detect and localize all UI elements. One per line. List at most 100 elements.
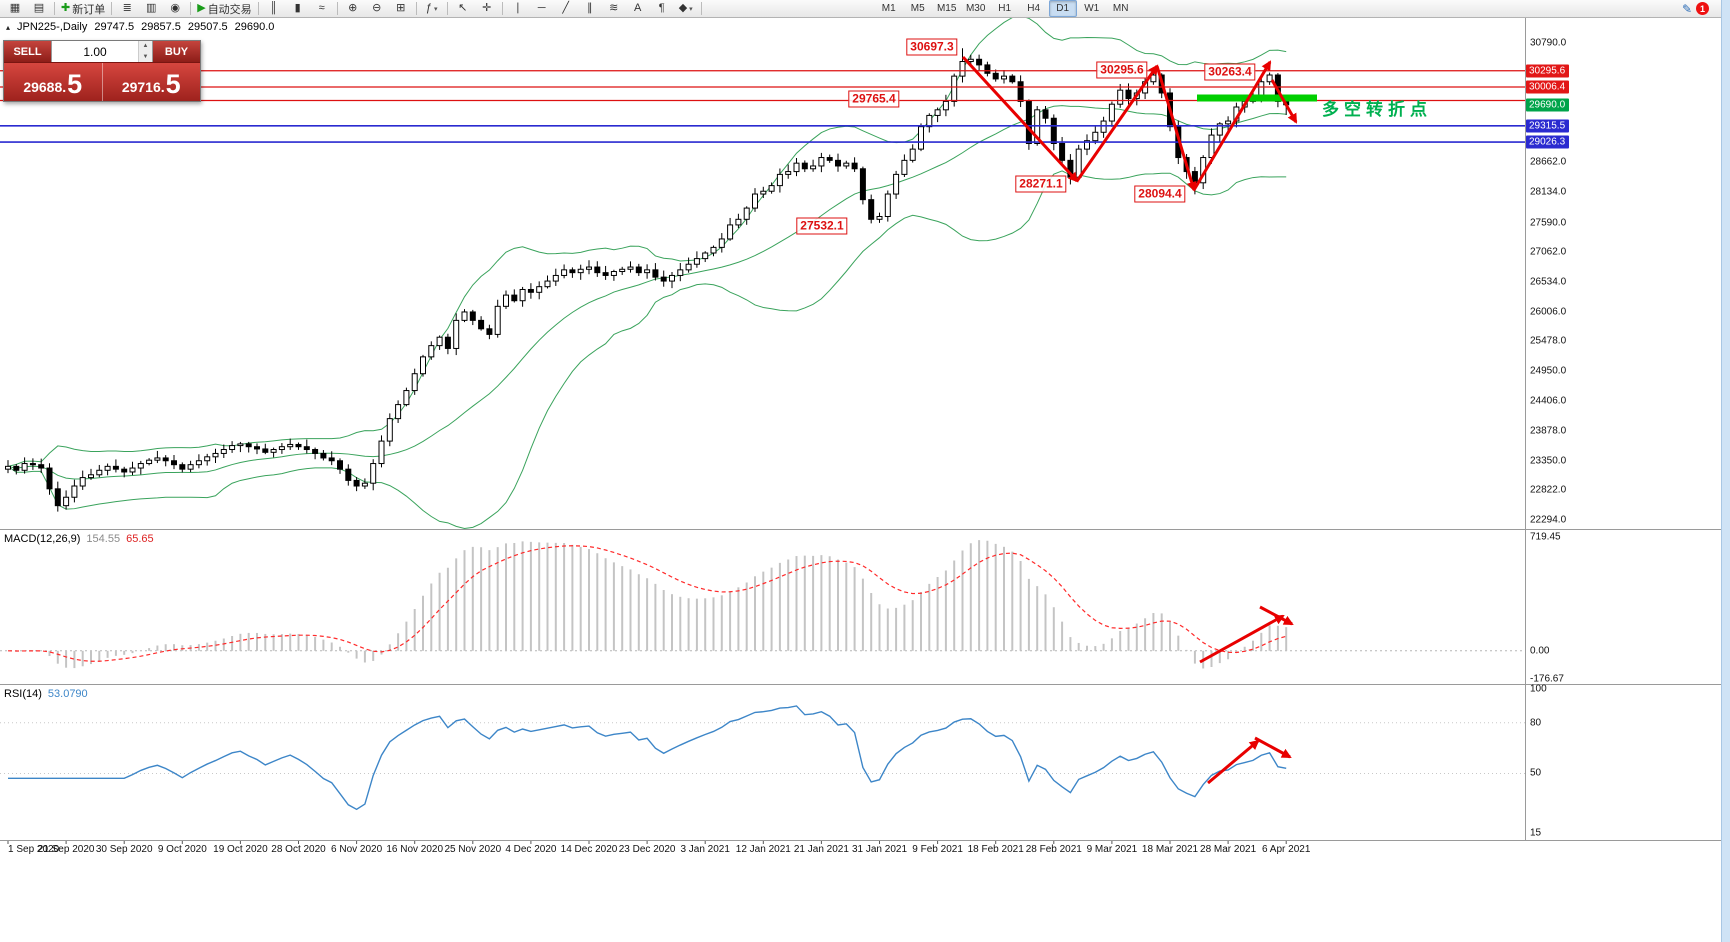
timeframe-H1[interactable]: H1 (998, 3, 1012, 14)
price-annotation-tag[interactable]: 30697.3 (906, 38, 958, 56)
sell-price[interactable]: 29688. 5 (4, 63, 103, 101)
price-axis-label: 23350.0 (1530, 455, 1567, 467)
timeframe-M5[interactable]: M5 (910, 3, 925, 14)
price-annotation-tag[interactable]: 29765.4 (848, 90, 900, 108)
toolbar-indicators-button[interactable]: ƒ ▾ (420, 0, 444, 18)
vertical-line-icon: ∣ (514, 2, 521, 14)
line-chart-icon: ≈ (318, 2, 325, 14)
toolbar-cursor-button[interactable]: ↖ (451, 0, 475, 18)
ohlc-low: 29507.5 (187, 21, 228, 33)
volume-increase-icon[interactable]: ▲ (139, 41, 152, 52)
toolbar-text-button[interactable]: A (626, 0, 650, 18)
toolbar-separator (257, 2, 259, 15)
toolbar-new-order-button[interactable]: ✚ 新订单 (58, 0, 108, 18)
timeframe-D1[interactable]: D1 (1048, 0, 1077, 17)
buy-price[interactable]: 29716. 5 (103, 63, 201, 101)
toolbar: ▦ ▤ ✚ 新订单 ≣ ▥ ◉ ▶ 自动交易 ║ ▮ ≈ ⊕ ⊖ ⊞ ƒ ▾ ↖ ✛ ∣ ─ ╱ ∥ ≋ A ¶ ◆ ▾ M1 M5 M1… (0, 0, 1722, 18)
toolbar-alerts-button[interactable]: ◉ (163, 0, 187, 18)
toolbar-separator (336, 2, 338, 15)
rsi-axis-label: 15 (1530, 827, 1542, 839)
toolbar-vertical-line-button[interactable]: ∣ (506, 0, 530, 18)
ohlc-close: 29690.0 (234, 21, 275, 33)
sell-button[interactable]: SELL (4, 41, 51, 62)
volume-input[interactable] (52, 41, 138, 62)
ohlc-header: ▴ JPN225-,Daily 29747.5 29857.5 29507.5 … (6, 21, 274, 33)
time-axis-label: 25 Nov 2020 (444, 844, 502, 855)
toolbar-zoom-in-button[interactable]: ⊕ (341, 0, 365, 18)
toolbar-fibonacci-button[interactable]: ≋ (602, 0, 626, 18)
price-axis-label: 28134.0 (1530, 186, 1567, 198)
autotrading-label: 自动交易 (207, 3, 252, 16)
panel-collapse-icon[interactable]: ▴ (6, 22, 11, 32)
time-axis-label: 30 Sep 2020 (95, 844, 153, 855)
price-axis-label: 28662.0 (1530, 156, 1567, 168)
toolbar-profiles-button[interactable]: ▤ (27, 0, 51, 18)
toolbar-bar-chart-button[interactable]: ║ (262, 0, 286, 18)
notification-badge[interactable]: 1 (1696, 2, 1709, 15)
price-axis-label: 24406.0 (1530, 395, 1567, 407)
toolbar-market-watch-button[interactable]: ≣ (115, 0, 139, 18)
toolbar-separator (415, 2, 417, 15)
new-order-label: 新订单 (72, 3, 106, 16)
toolbar-shapes-button[interactable]: ◆ ▾ (674, 0, 698, 18)
new-chart-icon: ▦ (9, 2, 21, 14)
toolbar-horizontal-line-button[interactable]: ─ (530, 0, 554, 18)
timeframe-MN[interactable]: MN (1112, 3, 1129, 14)
price-annotation-tag[interactable]: 30295.6 (1096, 61, 1148, 79)
time-axis-label: 21 Sep 2020 (37, 844, 95, 855)
price-annotation-tag[interactable]: 27532.1 (796, 217, 848, 235)
price-axis-label: 27062.0 (1530, 246, 1567, 258)
timeframe-M30[interactable]: M30 (965, 3, 986, 14)
toolbar-text-label-button[interactable]: ¶ (650, 0, 674, 18)
toolbar-data-window-button[interactable]: ▥ (139, 0, 163, 18)
toolbar-crosshair-button[interactable]: ✛ (475, 0, 499, 18)
text-icon: A (634, 2, 642, 14)
toolbar-autotrading-button[interactable]: ▶ 自动交易 (194, 0, 254, 18)
price-axis-label: 30790.0 (1530, 37, 1567, 49)
price-axis-label: 25478.0 (1530, 335, 1567, 347)
price-annotation-tag[interactable]: 30263.4 (1204, 63, 1256, 81)
volume-decrease-icon[interactable]: ▼ (139, 51, 152, 62)
shapes-dropdown-icon: ▾ (689, 5, 693, 13)
toolbar-new-chart-button[interactable]: ▦ (3, 0, 27, 18)
price-axis-label: 23878.0 (1530, 425, 1567, 437)
toolbar-separator (700, 2, 702, 15)
timeframe-M15[interactable]: M15 (936, 3, 957, 14)
vertical-scrollbar[interactable] (1721, 0, 1730, 942)
toolbar-separator (446, 2, 448, 15)
price-annotation-tag[interactable]: 28094.4 (1134, 185, 1186, 203)
time-axis-label: 21 Jan 2021 (793, 844, 849, 855)
time-axis-label: 9 Oct 2020 (157, 844, 207, 855)
price-annotation-tag[interactable]: 28271.1 (1015, 175, 1067, 193)
toolbar-trendline-button[interactable]: ╱ (554, 0, 578, 18)
toolbar-equidistant-channel-button[interactable]: ∥ (578, 0, 602, 18)
panel-resize-handle-macd[interactable] (0, 527, 1730, 532)
toolbar-line-chart-button[interactable]: ≈ (310, 0, 334, 18)
equidistant-channel-icon: ∥ (586, 2, 593, 14)
timeframe-H4[interactable]: H4 (1027, 3, 1041, 14)
buy-button[interactable]: BUY (153, 41, 200, 62)
horizontal-line-icon: ─ (537, 2, 546, 14)
symbol-period: JPN225-,Daily (17, 21, 88, 33)
price-axis-badge: 29315.5 (1526, 119, 1570, 133)
toolbar-buttons: ▦ ▤ ✚ 新订单 ≣ ▥ ◉ ▶ 自动交易 ║ ▮ ≈ ⊕ ⊖ ⊞ ƒ ▾ ↖ ✛ ∣ ─ ╱ ∥ ≋ A ¶ ◆ ▾ (3, 0, 705, 18)
toolbar-arrange-windows-button[interactable]: ⊞ (389, 0, 413, 18)
price-axis-badge: 30006.4 (1526, 80, 1570, 94)
toolbar-candlestick-chart-button[interactable]: ▮ (286, 0, 310, 18)
candlestick-chart-icon: ▮ (294, 2, 301, 14)
panel-resize-handle-rsi[interactable] (0, 682, 1730, 687)
timeframe-W1[interactable]: W1 (1084, 3, 1100, 14)
timeframe-M1[interactable]: M1 (881, 3, 896, 14)
time-axis-label: 9 Mar 2021 (1086, 844, 1138, 855)
toolbar-zoom-out-button[interactable]: ⊖ (365, 0, 389, 18)
shapes-icon: ◆ (678, 2, 688, 14)
ohlc-high: 29857.5 (141, 21, 181, 33)
draw-pencil-icon[interactable]: ✎ (1681, 1, 1692, 16)
toolbar-separator (54, 2, 55, 15)
turning-point-annotation[interactable]: 多空转折点 (1322, 100, 1432, 119)
price-axis-label: 26534.0 (1530, 276, 1567, 288)
price-axis-badge: 29690.0 (1526, 98, 1570, 112)
